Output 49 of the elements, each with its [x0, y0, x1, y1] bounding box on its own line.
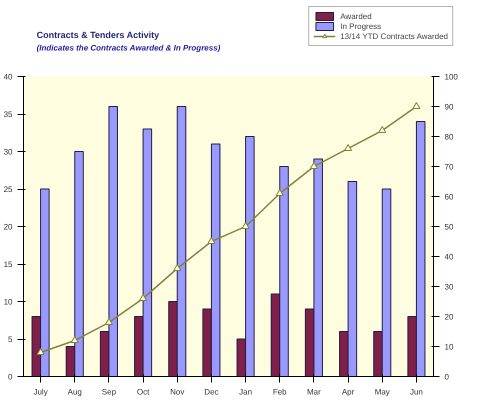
point	[36, 348, 45, 356]
y2-tick-label: 80	[444, 132, 454, 142]
point	[207, 236, 216, 244]
y2-tick-label: 0	[444, 372, 450, 382]
point	[344, 144, 352, 152]
y2-tick-label: 50	[444, 222, 454, 232]
chart-subtitle: (Indicates the Contracts Awarded & In Progress)	[36, 43, 221, 52]
legend-label: In Progress	[340, 21, 382, 31]
y-tick-label: 15	[4, 260, 14, 269]
point	[310, 162, 318, 170]
legend-label: 13/14 YTD Contracts Awarded	[340, 31, 448, 41]
x-tick-label: Apr	[342, 388, 355, 396]
chart-title: Contracts & Tenders Activity	[36, 30, 160, 40]
point	[70, 336, 79, 344]
y2-tick-label: 100	[444, 72, 458, 82]
y-tick-label: 0	[8, 372, 14, 382]
y-tick-label: 5	[8, 335, 14, 344]
x-tick-label: Dec	[204, 388, 219, 396]
y2-tick-label: 30	[444, 282, 454, 292]
x-tick-label: Mar	[307, 388, 322, 396]
y2-tick-label: 40	[444, 252, 454, 262]
y-tick-label: 40	[4, 72, 14, 82]
y2-tick-label: 20	[444, 312, 454, 322]
legend-label: Awarded	[340, 11, 372, 21]
x-tick-label: Feb	[272, 388, 288, 396]
x-tick-label: Jan	[239, 388, 252, 396]
x-tick-label: Aug	[68, 388, 82, 396]
y-tick-label: 10	[4, 298, 14, 306]
point	[276, 188, 284, 196]
y2-tick-label: 90	[444, 102, 454, 112]
point	[104, 318, 113, 326]
x-tick-label: May	[374, 388, 390, 396]
y-tick-label: 30	[4, 148, 14, 156]
y2-tick-label: 70	[444, 162, 454, 172]
x-tick-label: Nov	[170, 388, 184, 396]
point	[139, 294, 148, 302]
x-tick-label: Jun	[410, 388, 423, 396]
x-tick-label: July	[33, 388, 48, 396]
y-tick-label: 20	[4, 222, 14, 232]
y-tick-label: 35	[4, 110, 14, 119]
x-tick-label: Oct	[136, 388, 150, 396]
point	[378, 126, 386, 134]
x-tick-label: Sep	[102, 388, 117, 396]
y2-tick-label: 60	[444, 192, 454, 202]
y-tick-label: 25	[4, 185, 14, 194]
point	[412, 102, 420, 110]
point	[242, 222, 250, 230]
y2-tick-label: 10	[444, 342, 454, 352]
point	[173, 264, 182, 272]
